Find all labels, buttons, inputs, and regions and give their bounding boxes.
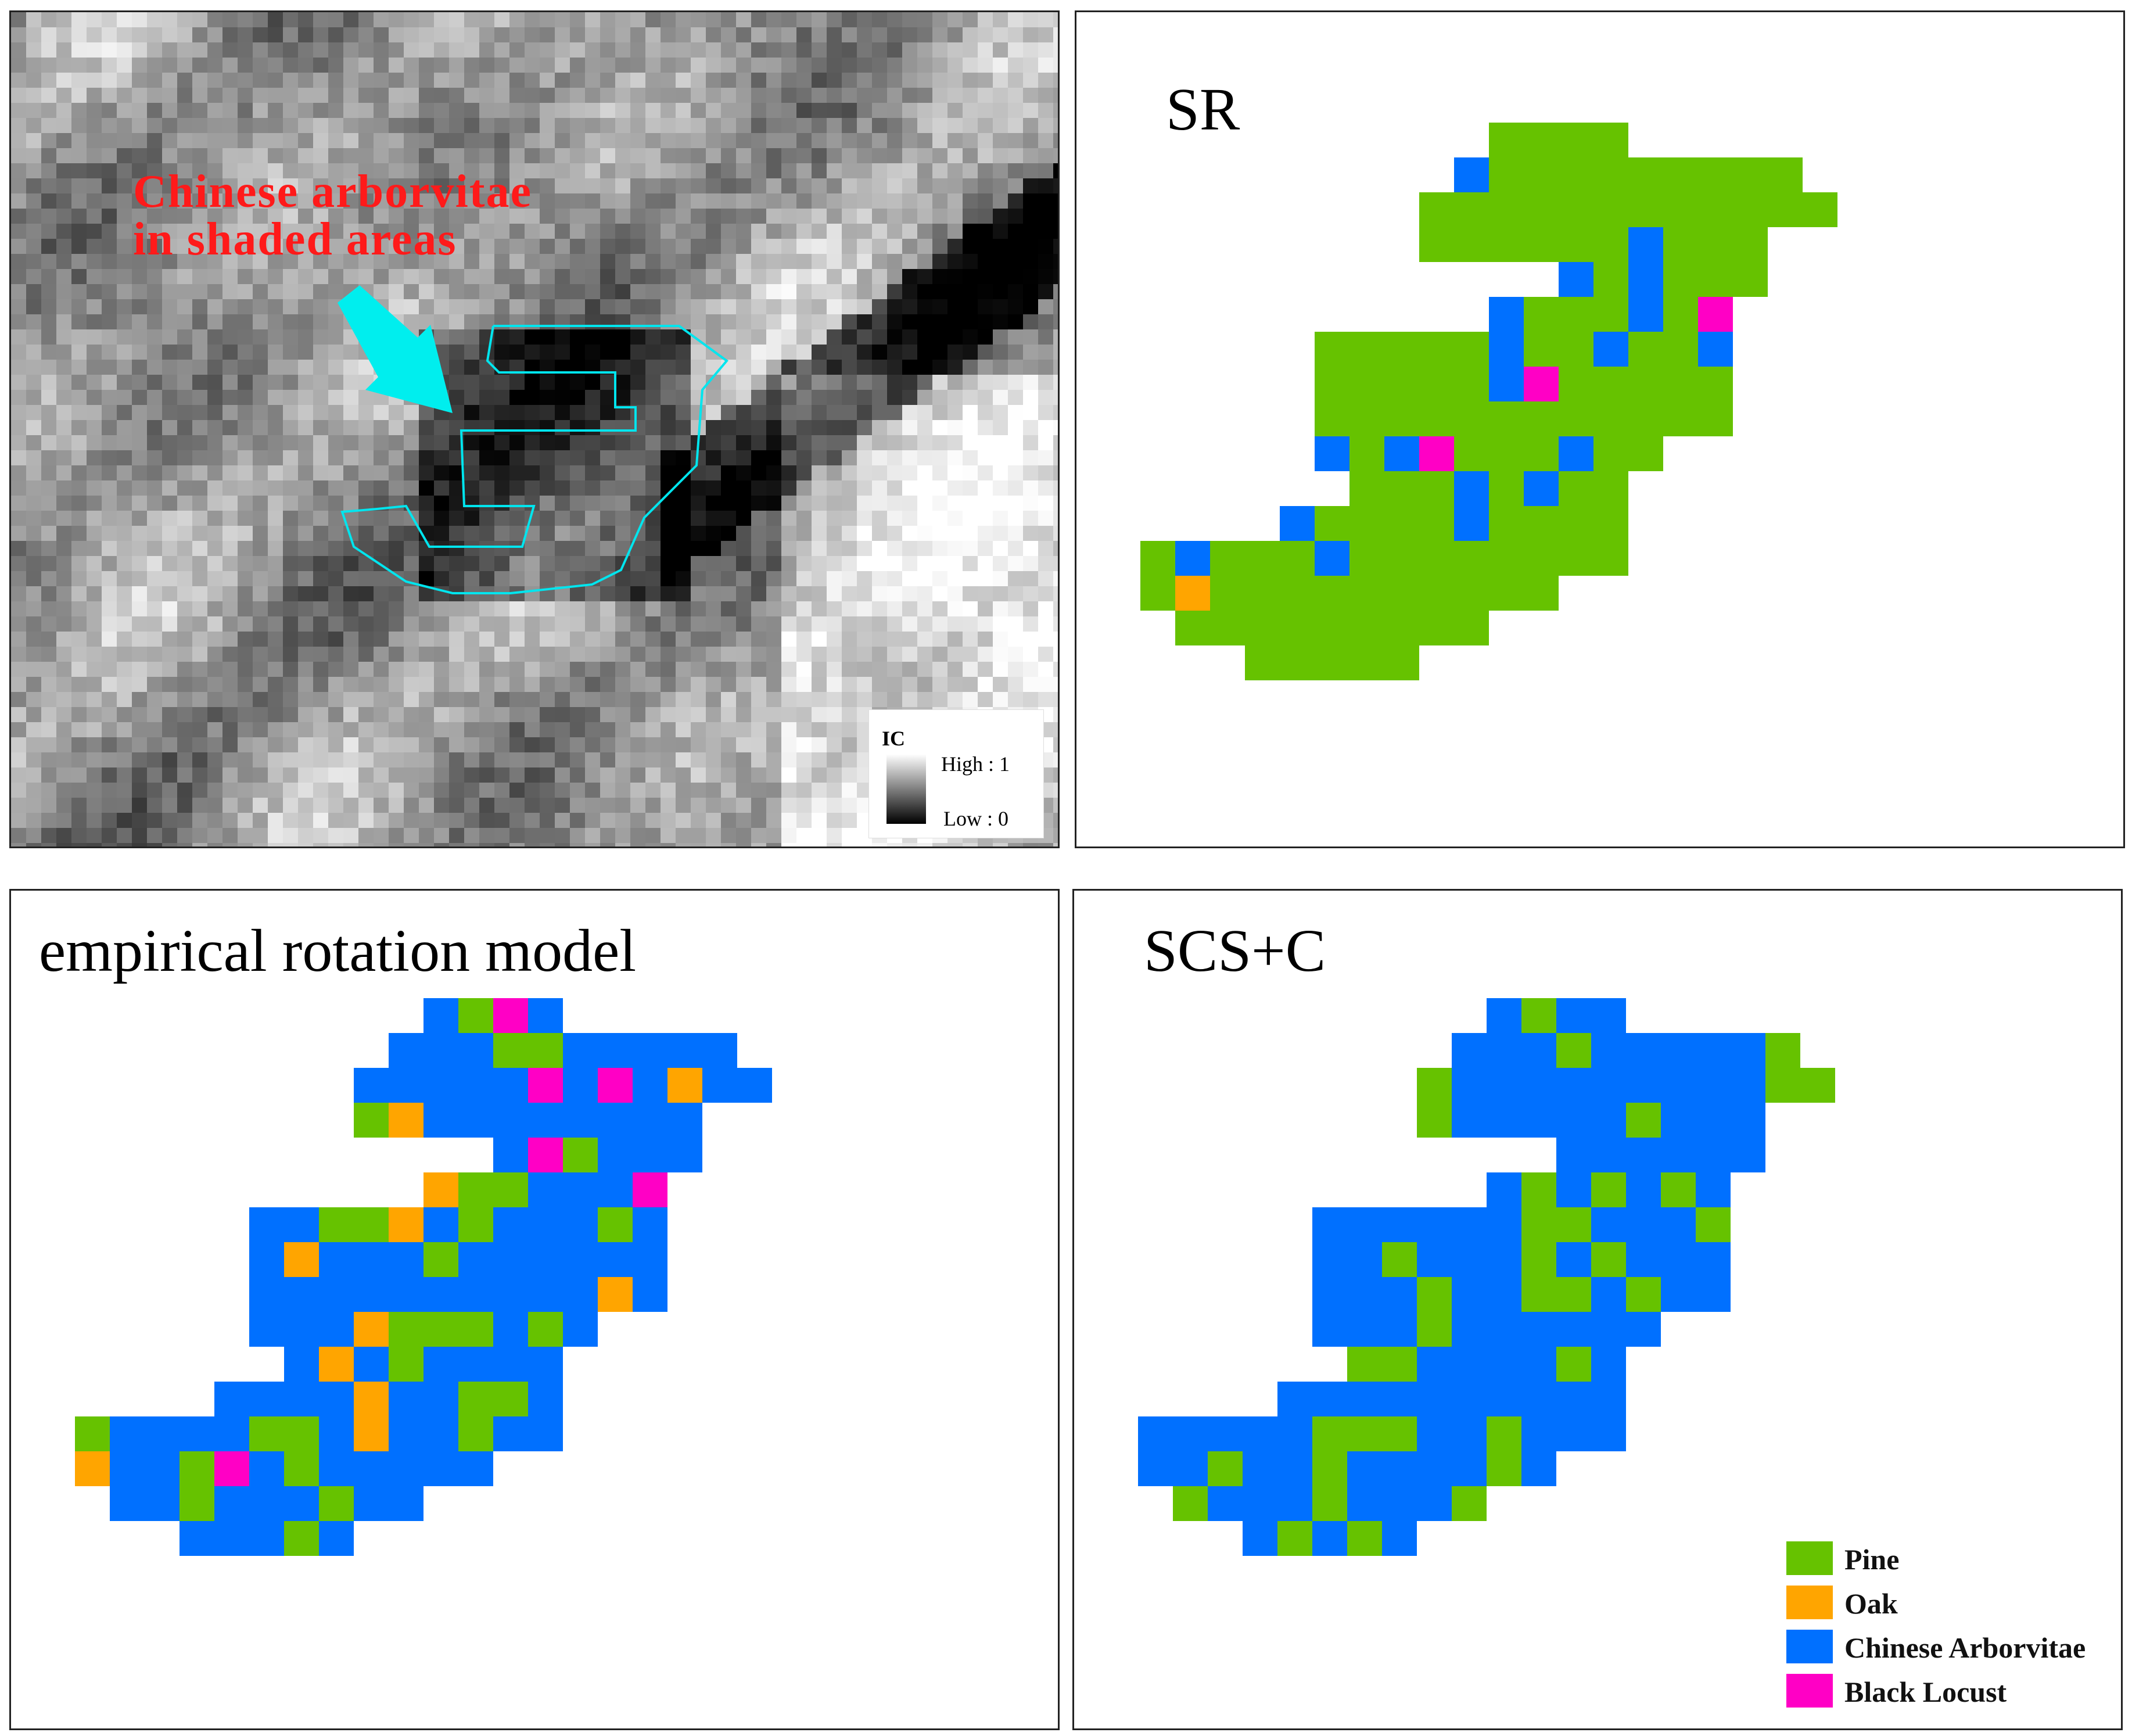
ic-raster — [11, 12, 1058, 847]
class-cells — [1140, 123, 1837, 680]
sr-classification-map — [1140, 123, 1837, 680]
arrow-icon — [338, 285, 453, 413]
ic-legend-high: High : 1 — [941, 752, 1010, 776]
class-cells — [75, 998, 772, 1556]
ic-pixel-grid — [11, 12, 1058, 847]
legend-swatch-chinese-arborvitae — [1786, 1630, 1833, 1663]
sr-panel-title: SR — [1166, 76, 1240, 143]
legend-label-oak: Oak — [1844, 1587, 1898, 1620]
legend-label-pine: Pine — [1844, 1543, 1900, 1576]
scs-panel-title: SCS+C — [1144, 917, 1326, 984]
legend-swatch-black-locust — [1786, 1674, 1833, 1708]
annotation-line-1: Chinese arborvitae — [133, 166, 533, 217]
chinese-arborvitae-outline — [340, 325, 728, 594]
erm-map-panel: empirical rotation model — [9, 889, 1060, 1730]
annotation-line-2: in shaded areas — [133, 214, 457, 265]
legend-label-chinese-arborvitae: Chinese Arborvitae — [1844, 1631, 2086, 1664]
ic-gradient-ramp — [886, 754, 926, 824]
legend-swatch-oak — [1786, 1586, 1833, 1619]
legend-label-black-locust: Black Locust — [1844, 1676, 2007, 1708]
shaded-areas-annotation: Chinese arborvitae in shaded areas — [133, 168, 532, 263]
ic-legend-title: IC — [882, 727, 906, 750]
ic-legend: IC High : 1 Low : 0 — [868, 709, 1044, 838]
scs-classification-map — [1138, 998, 1835, 1556]
sr-map-panel: SR — [1075, 10, 2125, 848]
legend-swatch-pine — [1786, 1541, 1833, 1575]
scs-map-panel: SCS+C Pine Oak Chinese Arborvitae Black … — [1072, 889, 2123, 1730]
ic-image-panel: Chinese arborvitae in shaded areas IC Hi… — [9, 10, 1060, 848]
class-cells — [1138, 998, 1835, 1556]
erm-panel-title: empirical rotation model — [39, 917, 637, 984]
erm-classification-map — [75, 998, 772, 1556]
ic-legend-low: Low : 0 — [943, 807, 1008, 830]
